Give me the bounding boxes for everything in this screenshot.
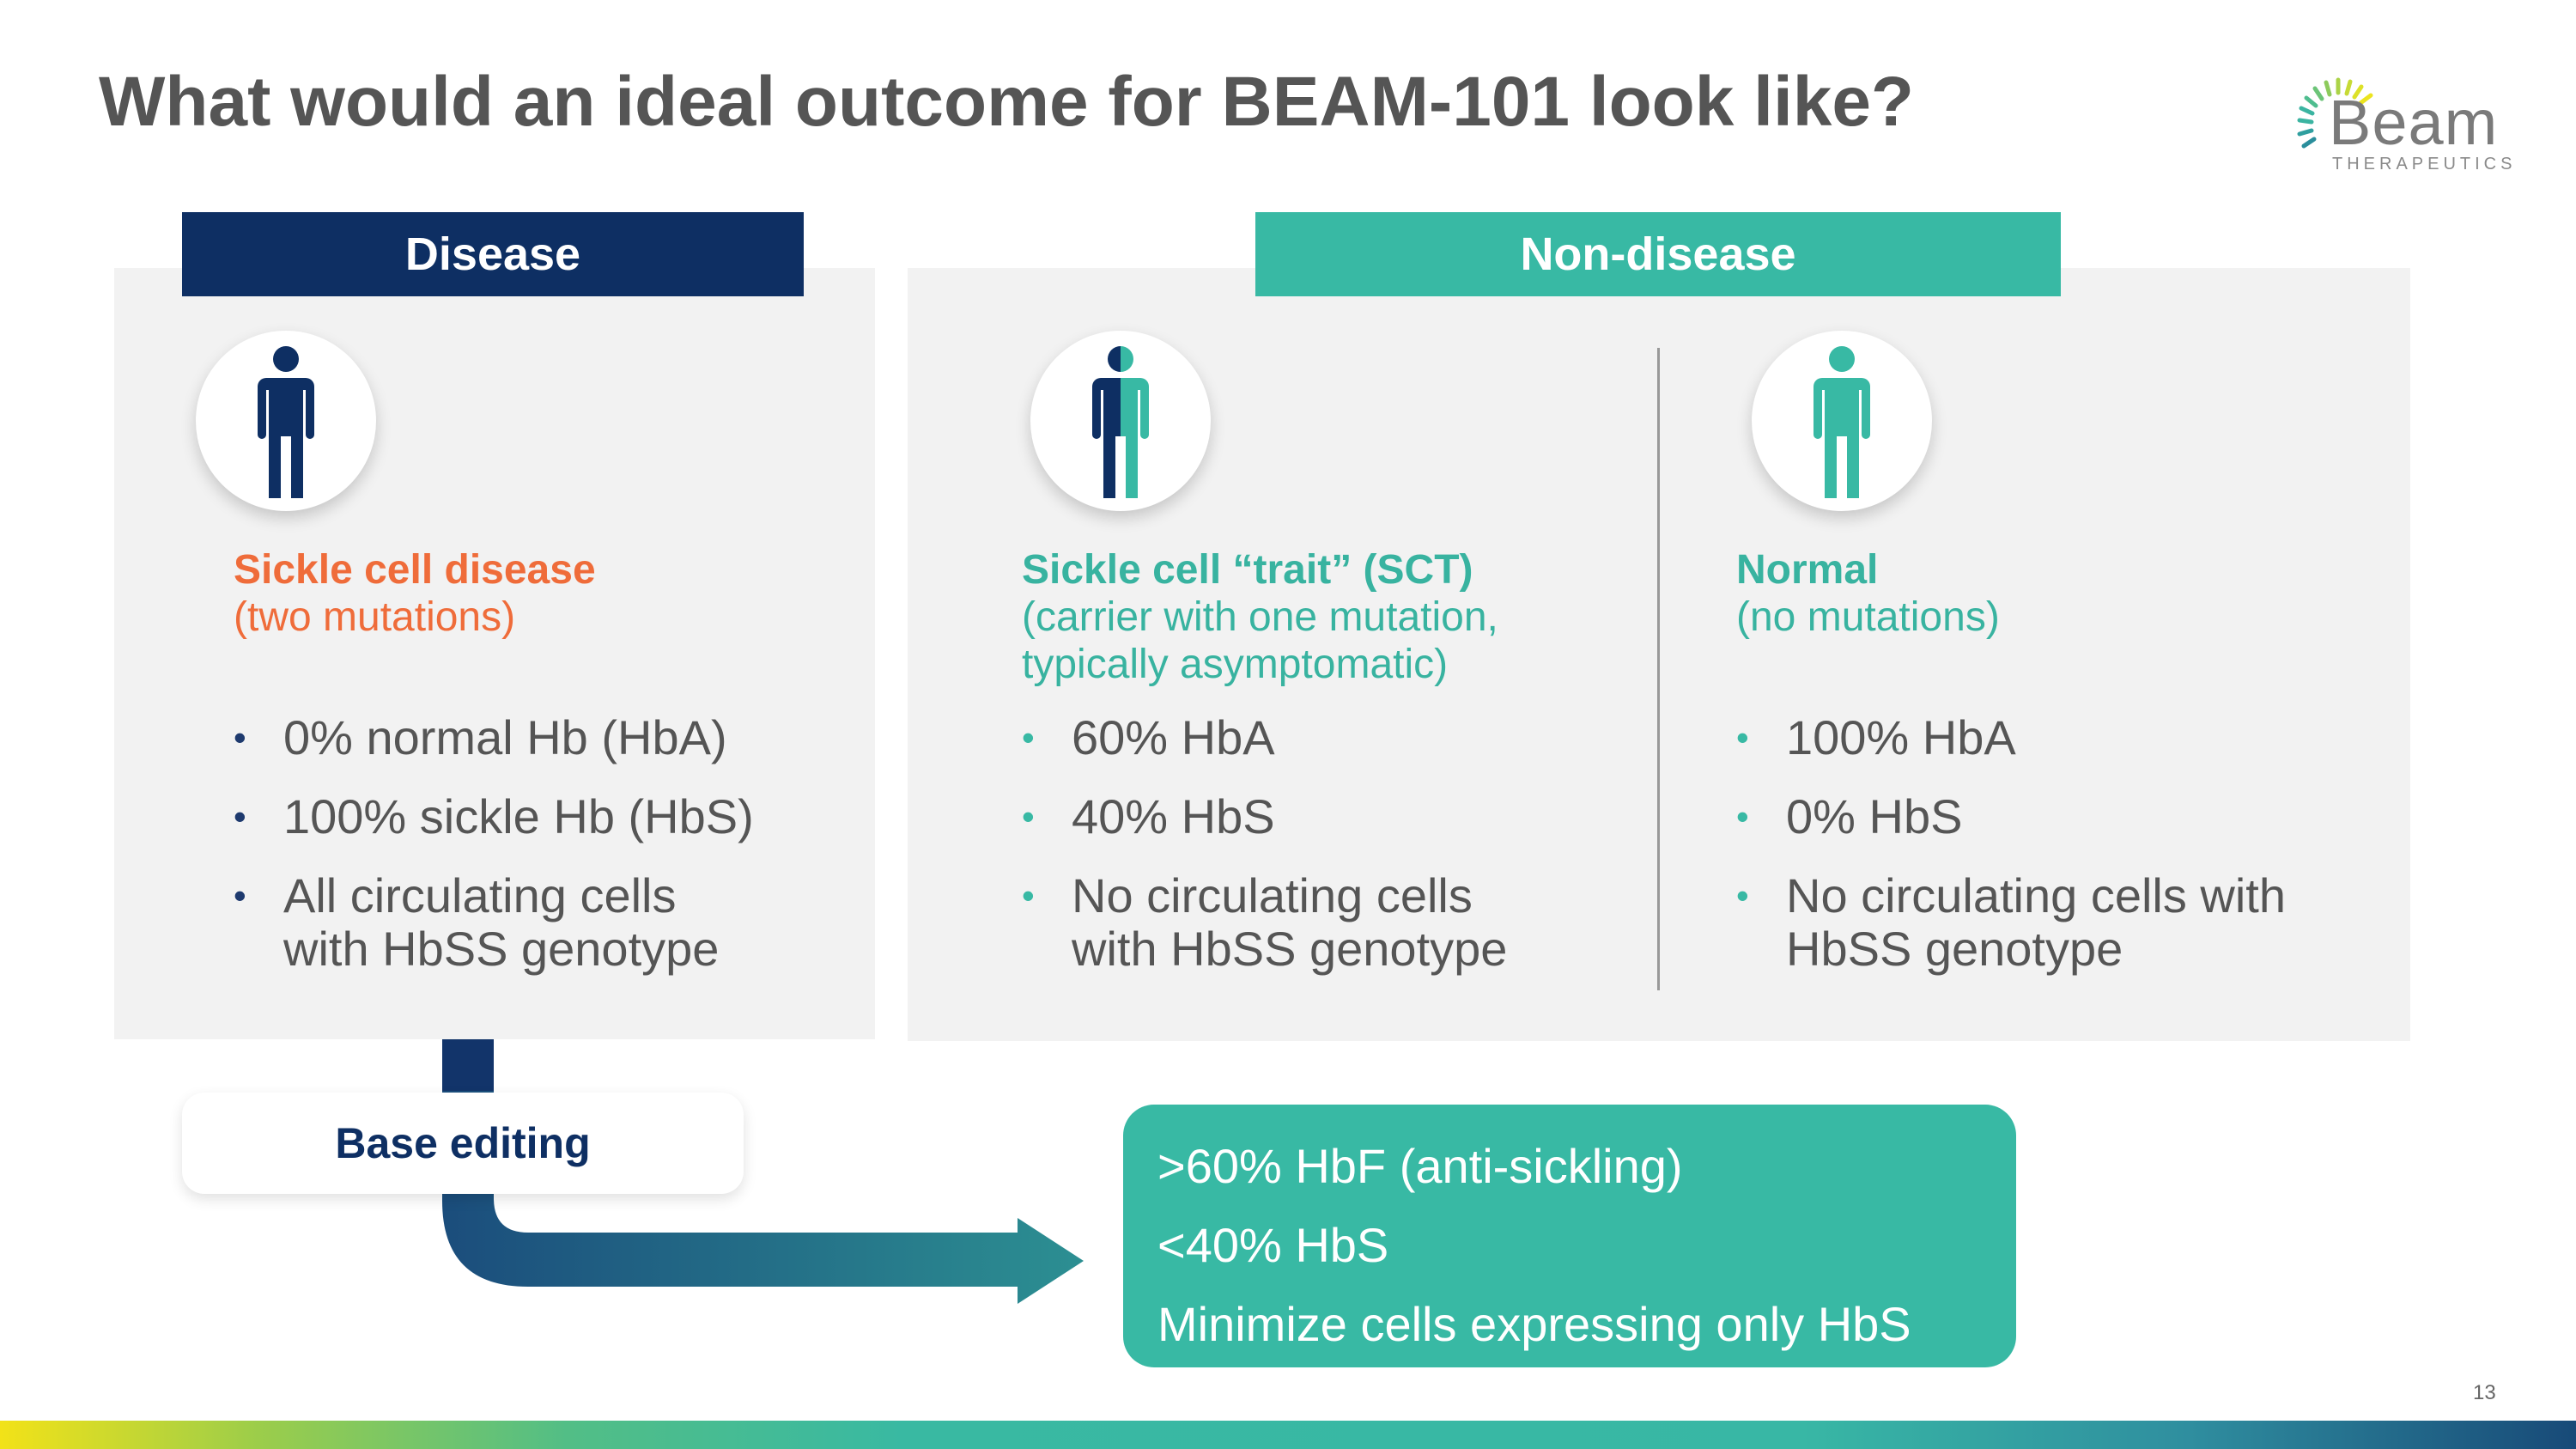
list-item: • 0% HbS — [1736, 789, 1963, 843]
trait-heading-sub-1: (carrier with one mutation, — [1022, 594, 1498, 640]
list-item: • 100% HbA — [1736, 710, 2016, 764]
bullet-icon: • — [234, 717, 246, 758]
trait-heading-sub-2: typically asymptomatic) — [1022, 642, 1449, 687]
disease-heading-sub: (two mutations) — [234, 594, 516, 640]
list-item-continuation: with HbSS genotype — [283, 922, 720, 976]
footer-gradient-bar — [0, 1421, 2576, 1449]
list-item-continuation: with HbSS genotype — [1072, 922, 1508, 976]
bullet-icon: • — [234, 796, 246, 837]
bullet-icon: • — [1736, 796, 1749, 837]
list-item: • 40% HbS — [1022, 789, 1275, 843]
bullet-icon: • — [234, 875, 246, 916]
bullet-icon: • — [1022, 875, 1035, 916]
non-disease-header: Non-disease — [1255, 212, 2061, 296]
list-item: • No circulating cells — [1022, 868, 1473, 922]
outcome-line-hbf: >60% HbF (anti-sickling) — [1157, 1139, 1683, 1193]
outcome-box: >60% HbF (anti-sickling) <40% HbS Minimi… — [1123, 1105, 2016, 1367]
list-item-continuation: HbSS genotype — [1786, 922, 2123, 976]
person-icon-teal — [1814, 346, 1870, 498]
logo-wordmark: Beam — [2329, 87, 2499, 158]
outcome-line-hbs: <40% HbS — [1157, 1218, 1389, 1272]
base-editing-connector — [442, 1039, 494, 1091]
disease-avatar-circle — [196, 331, 376, 511]
disease-header: Disease — [182, 212, 804, 296]
list-item: • All circulating cells — [234, 868, 677, 922]
list-item: • 60% HbA — [1022, 710, 1275, 764]
bullet-icon: • — [1022, 796, 1035, 837]
disease-heading: Sickle cell disease (two mutations) — [234, 546, 596, 641]
normal-heading: Normal (no mutations) — [1736, 546, 2000, 641]
disease-heading-title: Sickle cell disease — [234, 547, 596, 593]
outcome-line-minimize: Minimize cells expressing only HbS — [1157, 1297, 1911, 1351]
disease-bullets: • 0% normal Hb (HbA) • 100% sickle Hb (HbS… — [234, 711, 754, 1002]
list-item: • 0% normal Hb (HbA) — [234, 710, 727, 764]
bullet-icon: • — [1736, 717, 1749, 758]
bullet-icon: • — [1736, 875, 1749, 916]
logo-subtitle: THERAPEUTICS — [2332, 155, 2517, 174]
normal-avatar-circle — [1752, 331, 1932, 511]
normal-heading-sub: (no mutations) — [1736, 594, 2000, 640]
page-number: 13 — [2473, 1381, 2496, 1404]
normal-heading-title: Normal — [1736, 547, 1879, 593]
trait-heading: Sickle cell “trait” (SCT) (carrier with … — [1022, 546, 1498, 688]
person-icon-navy — [258, 346, 314, 498]
list-item: • 100% sickle Hb (HbS) — [234, 789, 754, 843]
normal-bullets: • 100% HbA • 0% HbS • No circulating cells … — [1736, 711, 2286, 1002]
trait-heading-title: Sickle cell “trait” (SCT) — [1022, 547, 1473, 593]
person-icon-half — [1092, 346, 1149, 498]
page-title: What would an ideal outcome for BEAM-101… — [99, 63, 1915, 141]
list-item: • No circulating cells with — [1736, 868, 2286, 922]
base-editing-label: Base editing — [182, 1093, 744, 1194]
column-divider — [1657, 348, 1660, 990]
bullet-icon: • — [1022, 717, 1035, 758]
trait-bullets: • 60% HbA • 40% HbS • No circulating cells … — [1022, 711, 1507, 1002]
trait-avatar-circle — [1030, 331, 1211, 511]
beam-logo-sunburst-icon — [2297, 77, 2373, 149]
